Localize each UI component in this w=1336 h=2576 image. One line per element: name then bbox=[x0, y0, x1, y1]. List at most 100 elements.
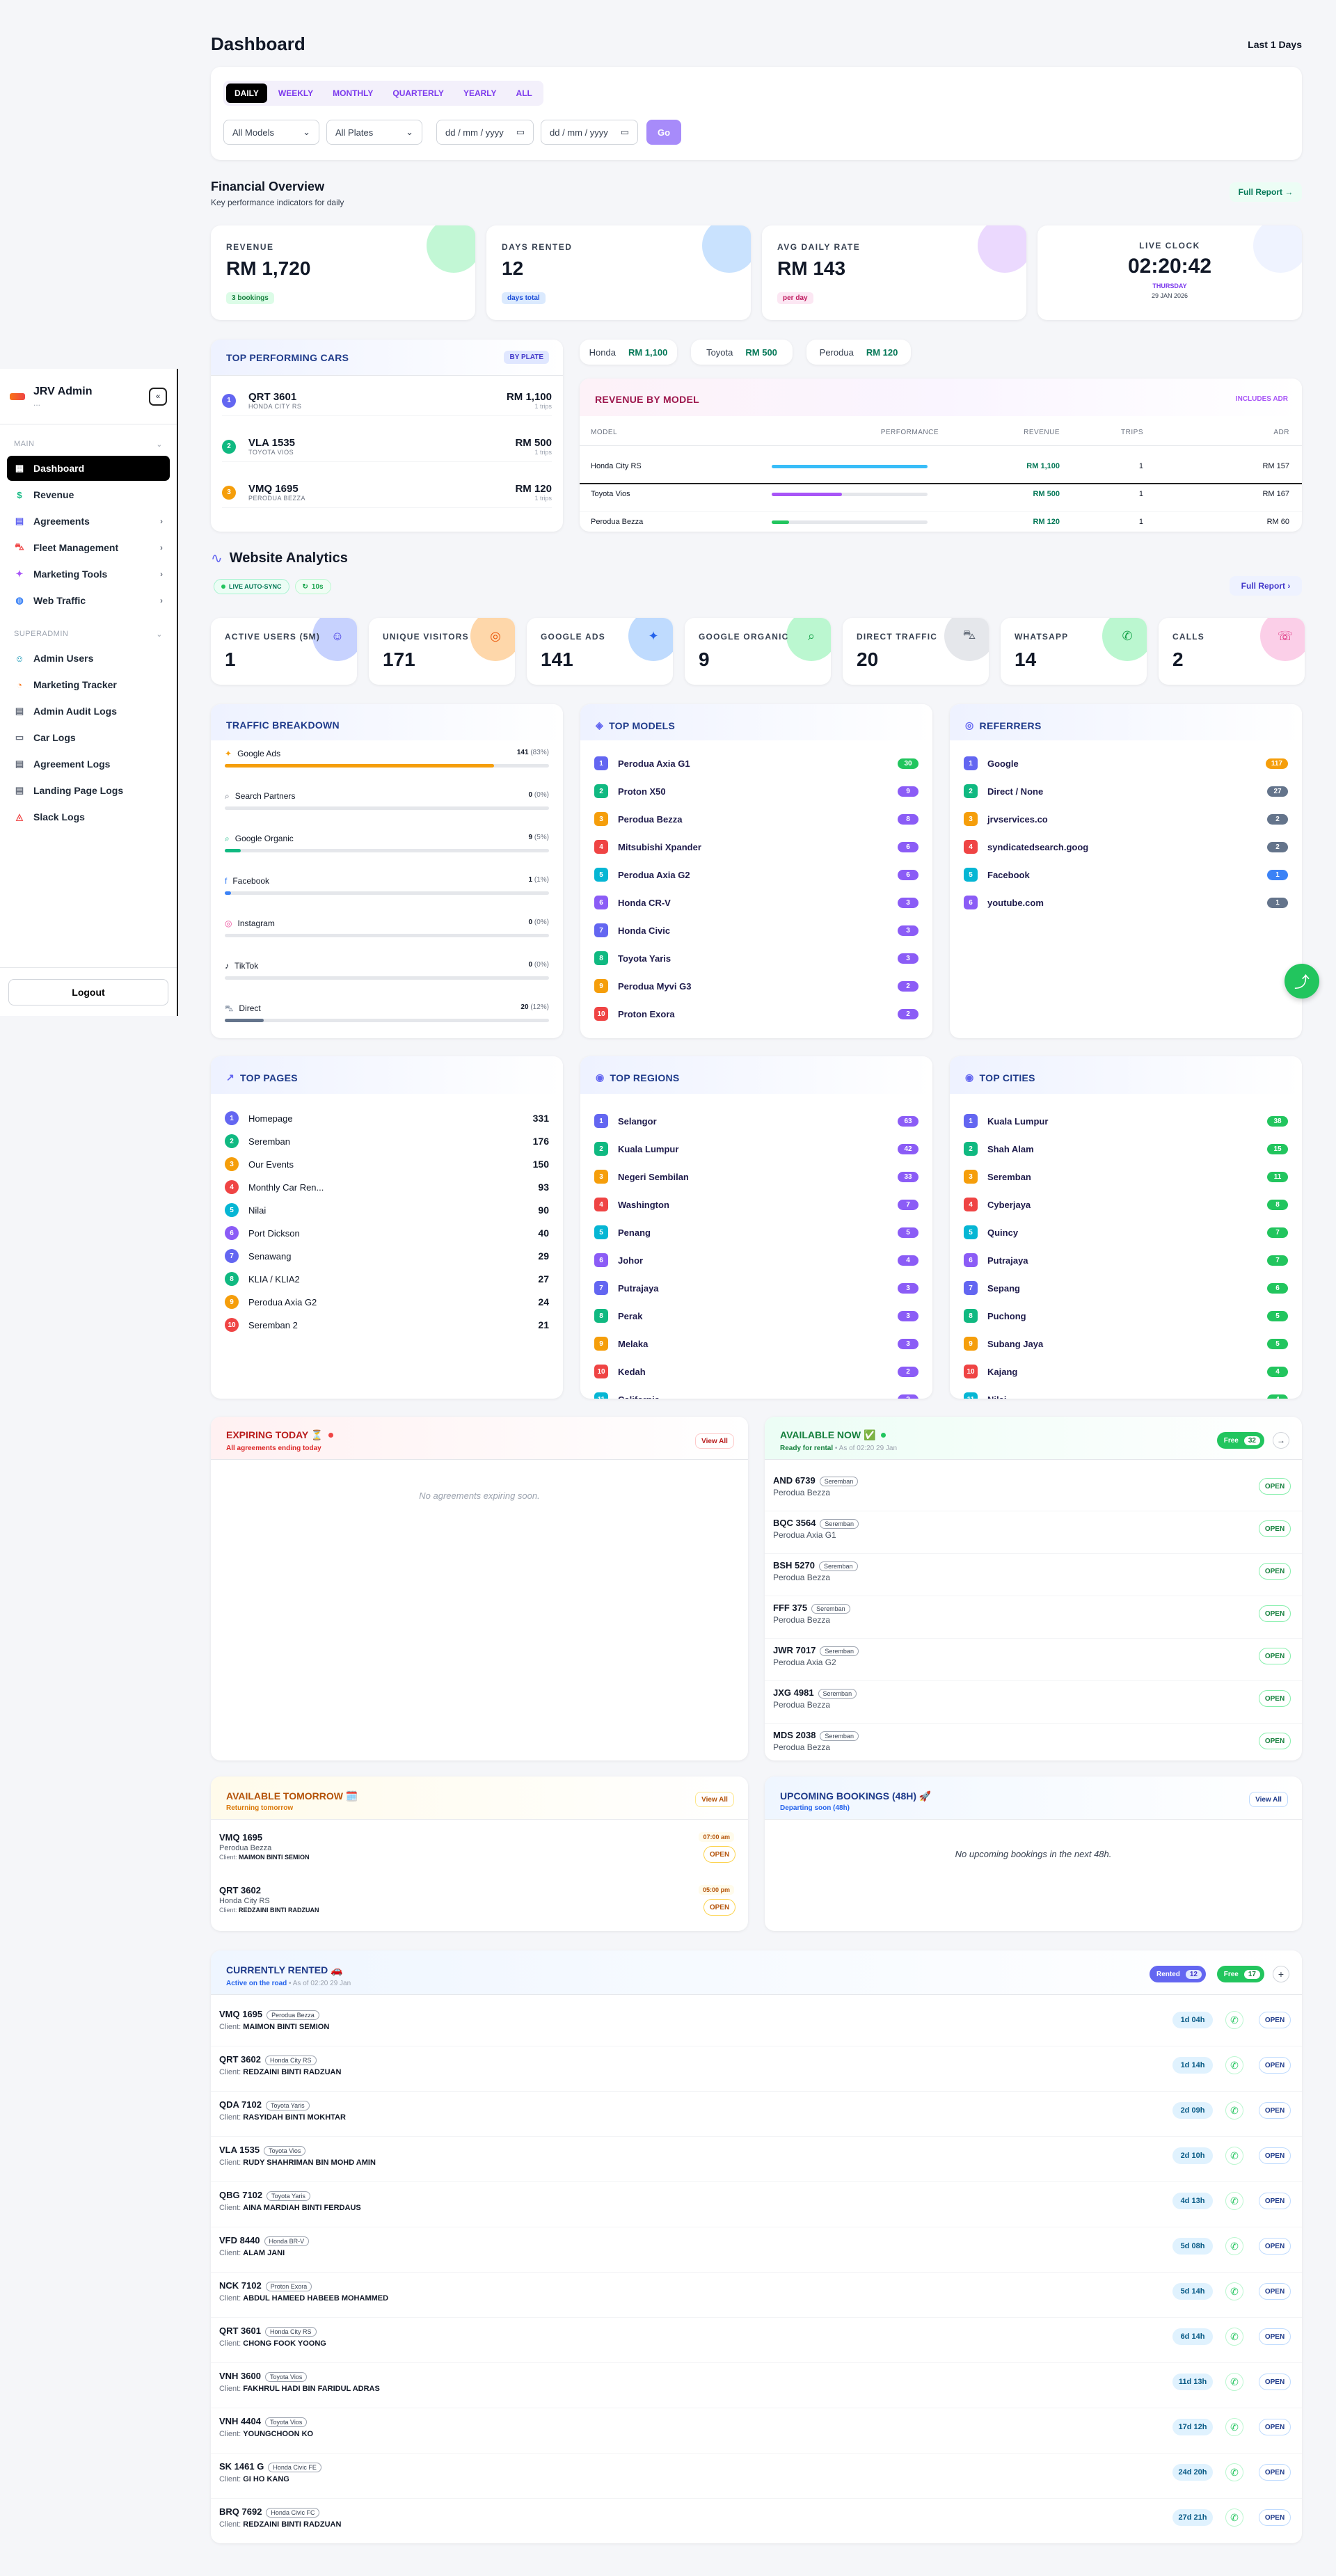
list-item[interactable]: 9 Subang Jaya 5 bbox=[964, 1335, 1288, 1353]
open-button[interactable]: OPEN bbox=[1259, 2193, 1291, 2209]
traffic-row-direct[interactable]: ⛍ Direct 20 (12%) bbox=[225, 1003, 549, 1031]
list-item[interactable]: 1 Homepage 331 bbox=[225, 1109, 549, 1127]
list-item[interactable]: 5 Nilai 90 bbox=[225, 1201, 549, 1219]
open-button[interactable]: OPEN bbox=[1259, 1605, 1291, 1622]
open-button[interactable]: OPEN bbox=[703, 1899, 735, 1916]
sidebar-item-dashboard[interactable]: ▦ Dashboard bbox=[7, 456, 170, 481]
brand-chip-honda[interactable]: Honda RM 1,100 bbox=[580, 340, 677, 365]
available-car-row[interactable]: JWR 7017 Seremban Perodua Axia G2 OPEN bbox=[765, 1642, 1302, 1681]
date-from-input[interactable]: dd / mm / yyyy ▭ bbox=[436, 120, 534, 145]
open-button[interactable]: OPEN bbox=[1259, 2147, 1291, 2164]
list-item[interactable]: 7 Putrajaya 3 bbox=[594, 1279, 918, 1297]
available-car-row[interactable]: FFF 375 Seremban Perodua Bezza OPEN bbox=[765, 1600, 1302, 1639]
collapse-sidebar-button[interactable]: « bbox=[149, 387, 167, 406]
top-car-row[interactable]: 3 VMQ 1695 PERODUA BEZZA RM 120 1 trips bbox=[222, 477, 552, 508]
whatsapp-icon[interactable]: ✆ bbox=[1225, 2011, 1243, 2029]
whatsapp-icon[interactable]: ✆ bbox=[1225, 2237, 1243, 2255]
brand-chip-toyota[interactable]: Toyota RM 500 bbox=[691, 340, 793, 365]
traffic-row-instagram[interactable]: ◎ Instagram 0 (0%) bbox=[225, 919, 549, 946]
open-button[interactable]: OPEN bbox=[703, 1846, 735, 1863]
expiring-view-all-button[interactable]: View All bbox=[695, 1433, 734, 1449]
rented-car-row[interactable]: VNH 3600 Toyota Vios Client: FAKHRUL HADI … bbox=[211, 2367, 1302, 2408]
open-button[interactable]: OPEN bbox=[1259, 2464, 1291, 2481]
list-item[interactable]: 10 Seremban 2 21 bbox=[225, 1316, 549, 1334]
table-row[interactable]: Honda City RS RM 1,100 1 RM 157 bbox=[580, 456, 1302, 484]
sidebar-item-marketing-tracker[interactable]: ◔ Marketing Tracker bbox=[7, 672, 170, 697]
list-item[interactable]: 3 Perodua Bezza 8 bbox=[594, 810, 918, 828]
rented-car-row[interactable]: QDA 7102 Toyota Yaris Client: RASYIDAH BIN… bbox=[211, 2095, 1302, 2137]
rented-car-row[interactable]: VFD 8440 Honda BR-V Client: ALAM JANI 5d 08… bbox=[211, 2231, 1302, 2273]
list-item[interactable]: 4 syndicatedsearch.goog 2 bbox=[964, 838, 1288, 856]
share-fab-button[interactable]: ⤴ bbox=[1285, 964, 1319, 999]
list-item[interactable]: 11 California 2 bbox=[594, 1390, 918, 1399]
open-button[interactable]: OPEN bbox=[1259, 2102, 1291, 2119]
sidebar-item-revenue[interactable]: $ Revenue bbox=[7, 482, 170, 507]
list-item[interactable]: 1 Google 117 bbox=[964, 754, 1288, 772]
available-car-row[interactable]: JXG 4981 Seremban Perodua Bezza OPEN bbox=[765, 1685, 1302, 1724]
open-button[interactable]: OPEN bbox=[1259, 2374, 1291, 2390]
tomorrow-car-row[interactable]: VMQ 1695 Perodua Bezza Client: MAIMON BINT… bbox=[211, 1832, 748, 1881]
list-item[interactable]: 4 Mitsubishi Xpander 6 bbox=[594, 838, 918, 856]
list-item[interactable]: 2 Direct / None 27 bbox=[964, 782, 1288, 800]
list-item[interactable]: 3 Our Events 150 bbox=[225, 1155, 549, 1173]
list-item[interactable]: 2 Kuala Lumpur 42 bbox=[594, 1140, 918, 1158]
table-row[interactable]: Perodua Bezza RM 120 1 RM 60 bbox=[580, 512, 1302, 532]
list-item[interactable]: 4 Monthly Car Ren... 93 bbox=[225, 1178, 549, 1196]
list-item[interactable]: 7 Senawang 29 bbox=[225, 1247, 549, 1265]
whatsapp-icon[interactable]: ✆ bbox=[1225, 2328, 1243, 2346]
list-item[interactable]: 11 Nilai 4 bbox=[964, 1390, 1288, 1399]
list-item[interactable]: 2 Shah Alam 15 bbox=[964, 1140, 1288, 1158]
traffic-row-google-organic[interactable]: ⌕ Google Organic 9 (5%) bbox=[225, 834, 549, 861]
list-item[interactable]: 8 KLIA / KLIA2 27 bbox=[225, 1270, 549, 1288]
list-item[interactable]: 5 Facebook 1 bbox=[964, 866, 1288, 884]
model-select[interactable]: All Models ⌄ bbox=[223, 120, 319, 145]
list-item[interactable]: 6 Putrajaya 7 bbox=[964, 1251, 1288, 1269]
whatsapp-icon[interactable]: ✆ bbox=[1225, 2509, 1243, 2527]
available-car-row[interactable]: BQC 3564 Seremban Perodua Axia G1 OPEN bbox=[765, 1515, 1302, 1554]
rented-car-row[interactable]: QRT 3602 Honda City RS Client: REDZAINI BI… bbox=[211, 2050, 1302, 2092]
table-row[interactable]: Toyota Vios RM 500 1 RM 167 bbox=[580, 484, 1302, 512]
rented-car-row[interactable]: QRT 3601 Honda City RS Client: CHONG FOOK … bbox=[211, 2321, 1302, 2363]
rented-car-row[interactable]: BRQ 7692 Honda Civic FC Client: REDZAINI B… bbox=[211, 2502, 1302, 2543]
whatsapp-icon[interactable]: ✆ bbox=[1225, 2101, 1243, 2120]
list-item[interactable]: 9 Perodua Axia G2 24 bbox=[225, 1293, 549, 1311]
traffic-row-google-ads[interactable]: ✦ Google Ads 141 (83%) bbox=[225, 749, 549, 777]
open-button[interactable]: OPEN bbox=[1259, 1733, 1291, 1749]
list-item[interactable]: 8 Perak 3 bbox=[594, 1307, 918, 1325]
section-main[interactable]: MAIN ⌄ bbox=[0, 424, 177, 454]
tab-monthly[interactable]: MONTHLY bbox=[333, 88, 374, 98]
brand-chip-perodua[interactable]: Perodua RM 120 bbox=[806, 340, 911, 365]
whatsapp-icon[interactable]: ✆ bbox=[1225, 2463, 1243, 2481]
sidebar-item-slack-logs[interactable]: ◬ Slack Logs bbox=[7, 804, 170, 829]
sidebar-item-marketing-tools[interactable]: ✦ Marketing Tools › bbox=[7, 562, 170, 587]
rented-car-row[interactable]: SK 1461 G Honda Civic FE Client: GI HO KAN… bbox=[211, 2457, 1302, 2499]
date-to-input[interactable]: dd / mm / yyyy ▭ bbox=[541, 120, 638, 145]
open-button[interactable]: OPEN bbox=[1259, 1690, 1291, 1707]
tab-yearly[interactable]: YEARLY bbox=[463, 88, 497, 98]
list-item[interactable]: 3 Negeri Sembilan 33 bbox=[594, 1168, 918, 1186]
top-car-row[interactable]: 2 VLA 1535 TOYOTA VIOS RM 500 1 trips bbox=[222, 431, 552, 462]
rented-car-row[interactable]: VNH 4404 Toyota Vios Client: YOUNGCHOON KO… bbox=[211, 2412, 1302, 2454]
add-icon[interactable]: + bbox=[1273, 1966, 1289, 1982]
list-item[interactable]: 3 Seremban 11 bbox=[964, 1168, 1288, 1186]
whatsapp-icon[interactable]: ✆ bbox=[1225, 2373, 1243, 2391]
open-button[interactable]: OPEN bbox=[1259, 2238, 1291, 2255]
list-item[interactable]: 5 Quincy 7 bbox=[964, 1223, 1288, 1241]
whatsapp-icon[interactable]: ✆ bbox=[1225, 2192, 1243, 2210]
list-item[interactable]: 5 Perodua Axia G2 6 bbox=[594, 866, 918, 884]
whatsapp-icon[interactable]: ✆ bbox=[1225, 2147, 1243, 2165]
sidebar-item-admin-audit-logs[interactable]: ▤ Admin Audit Logs bbox=[7, 699, 170, 724]
sidebar-item-car-logs[interactable]: ▭ Car Logs bbox=[7, 725, 170, 750]
open-button[interactable]: OPEN bbox=[1259, 2509, 1291, 2526]
list-item[interactable]: 7 Sepang 6 bbox=[964, 1279, 1288, 1297]
list-item[interactable]: 4 Washington 7 bbox=[594, 1195, 918, 1214]
list-item[interactable]: 1 Selangor 63 bbox=[594, 1112, 918, 1130]
list-item[interactable]: 6 Johor 4 bbox=[594, 1251, 918, 1269]
open-button[interactable]: OPEN bbox=[1259, 1520, 1291, 1537]
sidebar-item-landing-page-logs[interactable]: ▤ Landing Page Logs bbox=[7, 778, 170, 803]
list-item[interactable]: 6 Honda CR-V 3 bbox=[594, 893, 918, 912]
whatsapp-icon[interactable]: ✆ bbox=[1225, 2418, 1243, 2436]
whatsapp-icon[interactable]: ✆ bbox=[1225, 2056, 1243, 2074]
logout-button[interactable]: Logout bbox=[8, 978, 168, 1005]
top-car-row[interactable]: 1 QRT 3601 HONDA CITY RS RM 1,100 1 trips bbox=[222, 385, 552, 416]
